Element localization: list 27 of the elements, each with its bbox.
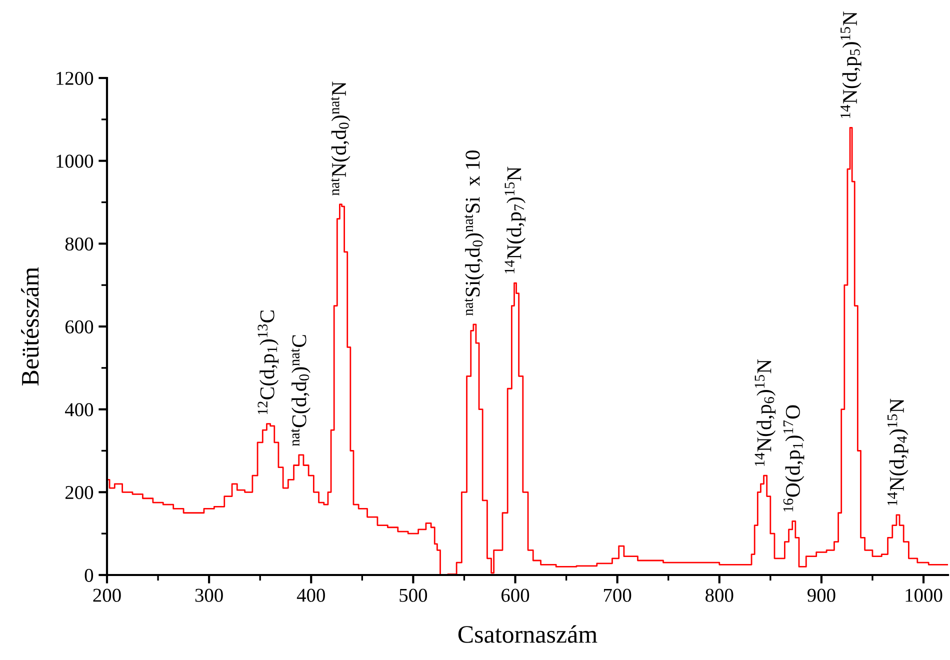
y-tick-label: 200 (65, 486, 94, 500)
x-tick-label: 700 (604, 588, 632, 602)
annotation: $^{12}$C(d,p$_{1}$)$^{13}$C (258, 310, 279, 414)
annotation: $^{nat}$N(d,d$_{0}$)$^{nat}$N (330, 82, 350, 196)
x-tick-label: 500 (400, 588, 428, 602)
annotation: $^{nat}$C(d,d$_{0}$)$^{nat}$C (291, 335, 310, 446)
x-tick-label: 200 (93, 588, 121, 602)
x-tick-label: 600 (502, 588, 530, 602)
y-tick-label: 1000 (56, 154, 94, 168)
annotation: $^{14}$N(d,p$_{5}$)$^{15}$N (840, 11, 862, 118)
x-axis-title: Csatornaszám (458, 625, 598, 643)
y-tick-label: 800 (65, 237, 94, 251)
x-tick-label: 900 (807, 588, 836, 602)
x-tick-label: 400 (296, 588, 325, 602)
y-axis-title: Beütésszám (21, 267, 39, 386)
y-tick-label: 400 (65, 403, 94, 416)
y-tick-label: 1200 (56, 72, 94, 85)
annotation: $^{14}$N(d,p$_{4}$)$^{15}$N (887, 398, 908, 506)
annotation: $^{14}$N(d,p$_{6}$)$^{15}$N (754, 359, 776, 466)
x-tick-label: 1000 (906, 588, 942, 602)
y-tick-label: 600 (65, 320, 94, 334)
annotation: $^{16}$O(d,p$_{1}$)$^{17}$O (783, 405, 804, 512)
x-tick-label: 300 (195, 588, 223, 602)
x-tick-label: 800 (706, 588, 734, 602)
annotation: $^{14}$N(d,p$_{7}$)$^{15}$N (504, 166, 526, 274)
y-tick-label: 0 (84, 568, 94, 582)
annotation: $^{nat}$Si(d,d$_{0}$)$^{nat}$Si x 10 (464, 150, 484, 316)
